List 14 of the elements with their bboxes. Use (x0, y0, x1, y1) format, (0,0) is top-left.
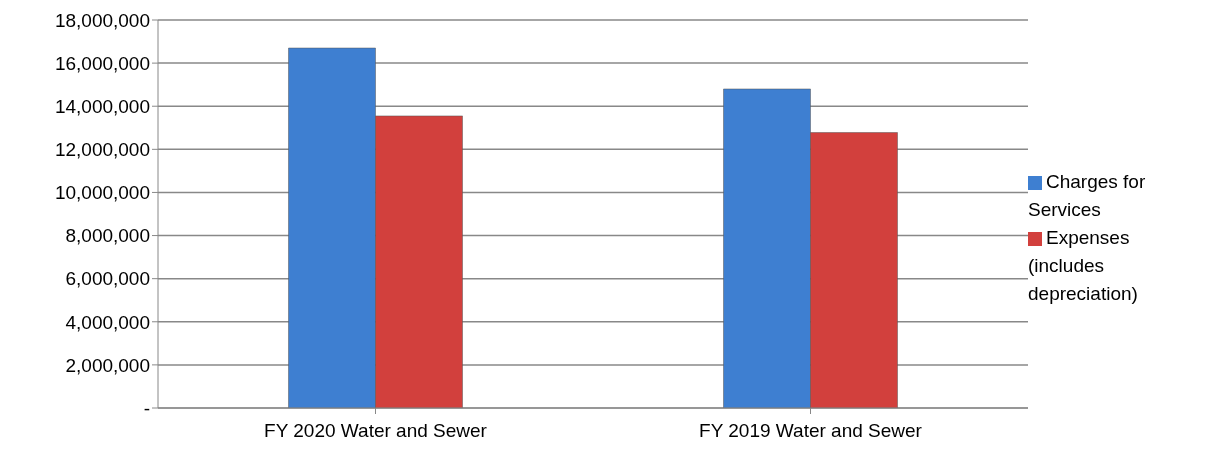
y-tick-label: 6,000,000 (65, 268, 150, 290)
x-tick-label: FY 2019 Water and Sewer (699, 420, 923, 442)
y-tick-label: 18,000,000 (54, 9, 150, 31)
y-tick-label: 4,000,000 (65, 311, 150, 333)
x-tick-label: FY 2020 Water and Sewer (264, 420, 488, 442)
y-tick-label: 14,000,000 (54, 95, 150, 117)
y-tick-label: 10,000,000 (54, 182, 150, 204)
y-tick-label: 2,000,000 (65, 354, 150, 376)
y-tick-label: - (143, 397, 150, 419)
y-tick-label: 8,000,000 (65, 225, 150, 247)
y-tick-label: 16,000,000 (54, 52, 150, 74)
y-tick-label: 12,000,000 (54, 139, 150, 161)
legend-label: Expenses (includes depreciation) (1028, 227, 1138, 304)
legend-label: Charges for Services (1028, 171, 1146, 220)
